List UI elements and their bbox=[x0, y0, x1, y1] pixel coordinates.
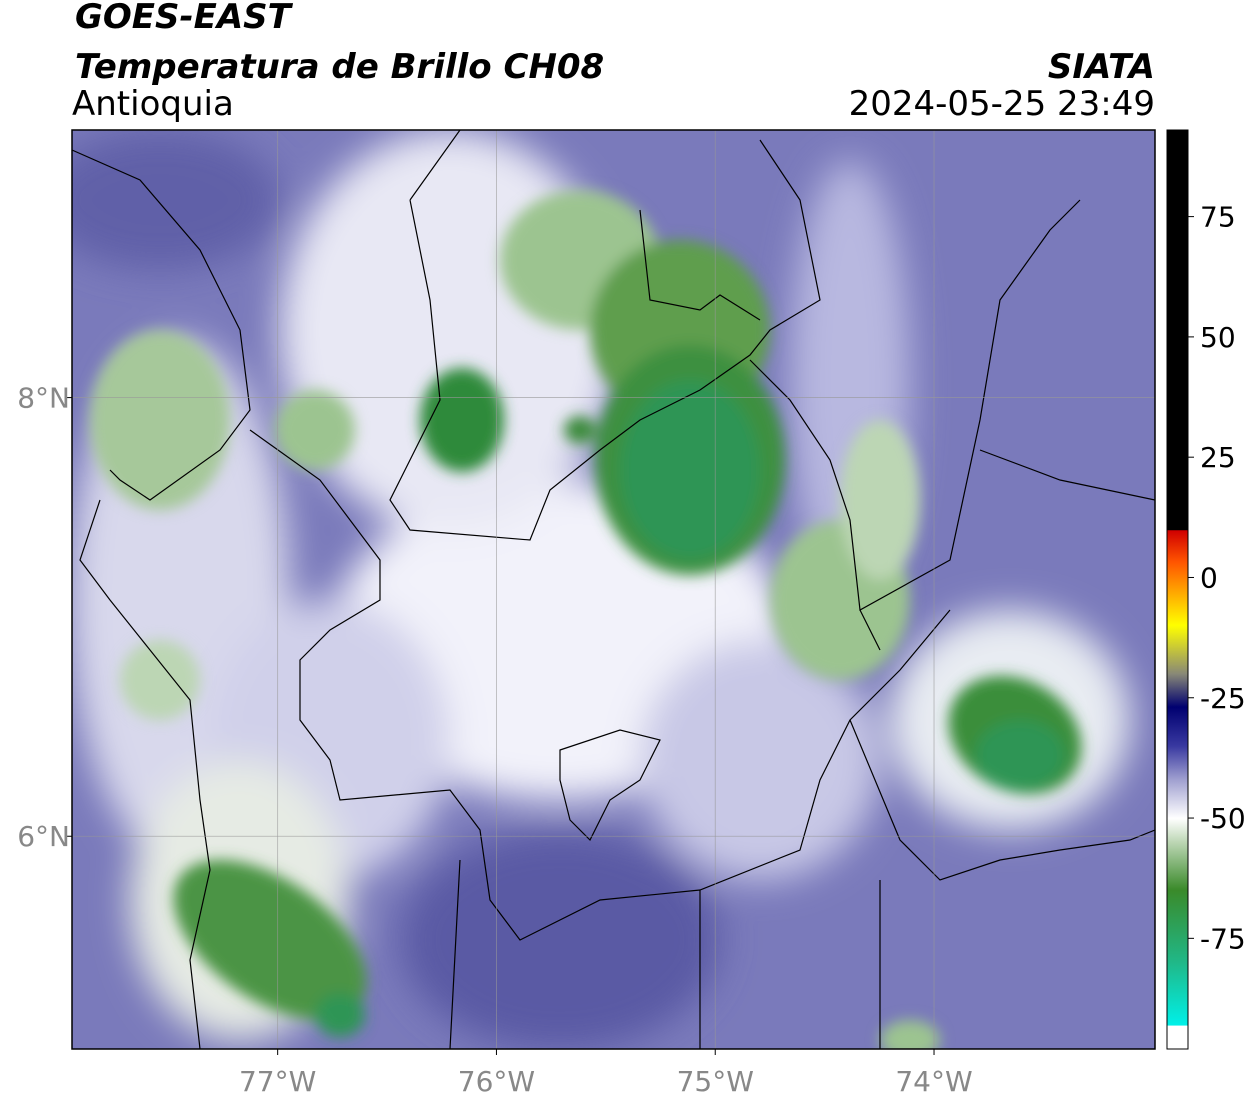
grid bbox=[72, 130, 1155, 1049]
colorbar-tick-label: -25 bbox=[1200, 682, 1246, 715]
map-field bbox=[72, 130, 1155, 1049]
colorbar-tick-label: -75 bbox=[1200, 922, 1246, 955]
x-tick-label: 77°W bbox=[239, 1065, 316, 1098]
y-tick-label: 8°N bbox=[17, 382, 70, 415]
colorbar-tick-label: 75 bbox=[1200, 201, 1236, 234]
y-tick-label: 6°N bbox=[17, 820, 70, 853]
subtitle: Temperatura de Brillo CH08 bbox=[75, 47, 604, 87]
colorbar-tick-label: 0 bbox=[1200, 561, 1218, 594]
x-tick-label: 74°W bbox=[895, 1065, 972, 1098]
title: GOES-EAST bbox=[75, 0, 294, 37]
colorbar-tick-label: 25 bbox=[1200, 441, 1236, 474]
borders bbox=[72, 130, 1155, 1049]
colorbar-tick-label: -50 bbox=[1200, 802, 1246, 835]
source: SIATA bbox=[1048, 47, 1155, 87]
x-tick-label: 76°W bbox=[458, 1065, 535, 1098]
region: Antioquia bbox=[72, 84, 234, 124]
x-tick-label: 75°W bbox=[677, 1065, 754, 1098]
colorbar-tick-label: 50 bbox=[1200, 321, 1236, 354]
colorbar bbox=[1166, 129, 1189, 1050]
datetime: 2024-05-25 23:49 bbox=[849, 84, 1155, 124]
map-frame bbox=[71, 129, 1156, 1050]
